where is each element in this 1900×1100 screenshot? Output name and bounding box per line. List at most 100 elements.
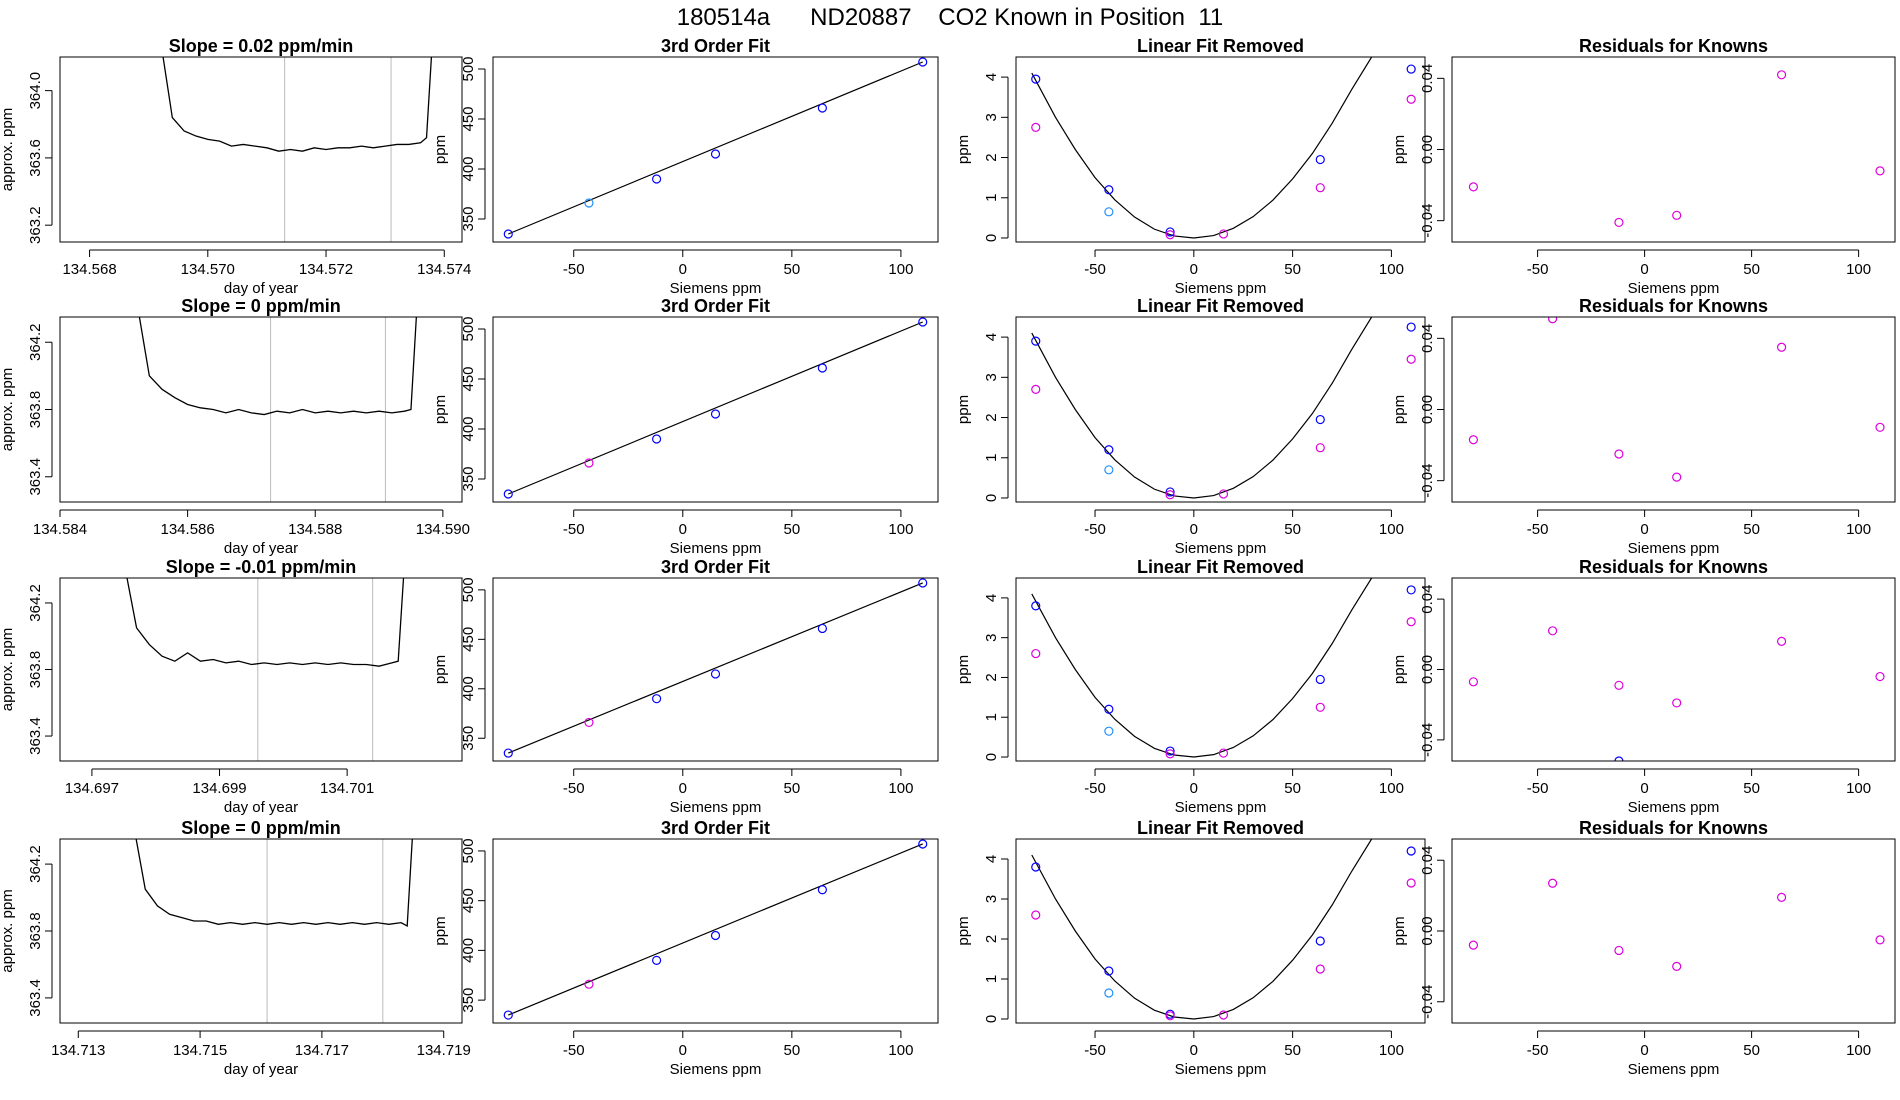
x-axis-label: Siemens ppm [1175,280,1267,297]
x-tick-label: 134.568 [62,261,116,278]
x-tick-label: 50 [1743,261,1760,278]
x-tick-label: 134.586 [161,521,215,538]
x-axis-label: Siemens ppm [1628,1061,1720,1078]
x-axis-label: Siemens ppm [1175,799,1267,816]
row3-resid-frame [1451,577,1896,762]
y-tick-label: 364.2 [27,845,44,883]
chart-title: Slope = -0.01 ppm/min [166,557,357,577]
y-tick-label: 364.2 [27,323,44,361]
x-tick-label: 100 [888,521,913,538]
data-point-magenta [1315,183,1325,193]
row1-linfit-frame [1015,56,1426,243]
data-point-blue [710,149,721,159]
row4-trace-frame [59,838,463,1024]
data-point-blue [1315,414,1325,425]
data-point-magenta [1031,910,1041,920]
data-point-blue [503,748,513,758]
data-point-cyan [1104,726,1114,736]
x-tick-label: 50 [784,780,801,797]
data-point-blue [1104,704,1114,714]
x-tick-label: 50 [1284,521,1301,538]
x-tick-label: 134.699 [192,780,246,797]
data-point-blue [918,57,928,67]
x-tick-label: -50 [1084,780,1106,797]
y-tick-label: 0.04 [1419,585,1436,614]
x-tick-label: 50 [1284,261,1301,278]
data-point-blue [710,669,721,679]
data-point-blue [503,229,513,239]
y-axis-label: ppm [432,135,449,164]
x-tick-label: 100 [888,1042,913,1059]
y-axis-label: ppm [955,135,972,164]
data-point-magenta [1875,166,1885,176]
data-point-magenta [1672,472,1682,482]
data-point-blue [1406,585,1416,595]
row2-fit-panel [478,316,939,517]
x-tick-label: 0 [1190,1042,1198,1059]
y-tick-label: 363.8 [27,391,44,429]
data-point-magenta [1165,230,1175,240]
data-point-magenta [1218,229,1229,239]
row2-resid-panel [1437,316,1896,517]
y-tick-label: 0 [983,1015,1000,1023]
y-tick-label: 2 [983,673,1000,681]
data-point-blue [1406,64,1416,74]
x-tick-label: 134.574 [417,261,471,278]
row3-linfit-panel [1001,577,1426,776]
x-tick-label: -50 [563,521,585,538]
x-tick-label: 0 [1640,1042,1648,1059]
data-point-blue [1165,487,1175,497]
x-axis-label: day of year [224,540,298,557]
y-axis-label: ppm [955,916,972,945]
chart-title: 3rd Order Fit [661,36,770,56]
x-tick-label: 50 [1743,521,1760,538]
row1-fit-frame [492,56,939,243]
x-tick-label: 134.701 [320,780,374,797]
y-tick-label: 350 [460,988,477,1013]
x-tick-label: 50 [784,1042,801,1059]
y-axis-label: ppm [1391,655,1408,684]
y-axis-label: ppm [432,655,449,684]
data-point-blue [817,363,827,373]
row4-linfit-frame [1015,838,1426,1024]
y-tick-label: 4 [983,333,1000,341]
row3-linfit-frame [1015,577,1426,762]
chart-title: Linear Fit Removed [1137,557,1304,577]
y-tick-label: 350 [460,206,477,231]
y-tick-label: 363.4 [27,717,44,755]
y-tick-label: 2 [983,413,1000,421]
row4-linfit-panel [1001,838,1426,1038]
y-tick-label: 4 [983,594,1000,602]
data-point-magenta [1875,935,1885,945]
y-tick-label: 0 [983,234,1000,242]
data-point-blue [1406,322,1416,332]
x-axis-label: Siemens ppm [1628,799,1720,816]
data-point-blue [1315,154,1325,165]
y-tick-label: 363.4 [27,458,44,496]
x-tick-label: 0 [1640,261,1648,278]
x-tick-label: 50 [1743,1042,1760,1059]
y-tick-label: 363.8 [27,651,44,689]
y-tick-label: 363.8 [27,912,44,950]
y-tick-label: 3 [983,895,1000,903]
y-tick-label: 364.0 [27,72,44,110]
y-tick-label: 450 [460,366,477,391]
data-point-magenta [1406,617,1416,627]
data-point-magenta [1468,940,1479,950]
row3-trace-frame [59,577,463,762]
y-tick-label: -0.04 [1419,204,1436,238]
chart-title: Slope = 0 ppm/min [181,818,341,838]
x-axis-label: Siemens ppm [1175,540,1267,557]
row3-fit-plot-area [503,578,928,758]
y-tick-label: -0.04 [1419,723,1436,757]
y-tick-label: 500 [460,316,477,341]
y-tick-label: 400 [460,416,477,441]
x-tick-label: 50 [784,521,801,538]
data-point-magenta [1315,443,1325,453]
row2-trace-plot-area [138,317,418,502]
data-point-blue [1104,445,1114,455]
data-point-cyan [1104,465,1114,475]
page-title: 180514a ND20887 CO2 Known in Position 11 [676,4,1224,31]
y-tick-label: 500 [460,577,477,602]
x-axis-label: Siemens ppm [670,540,762,557]
